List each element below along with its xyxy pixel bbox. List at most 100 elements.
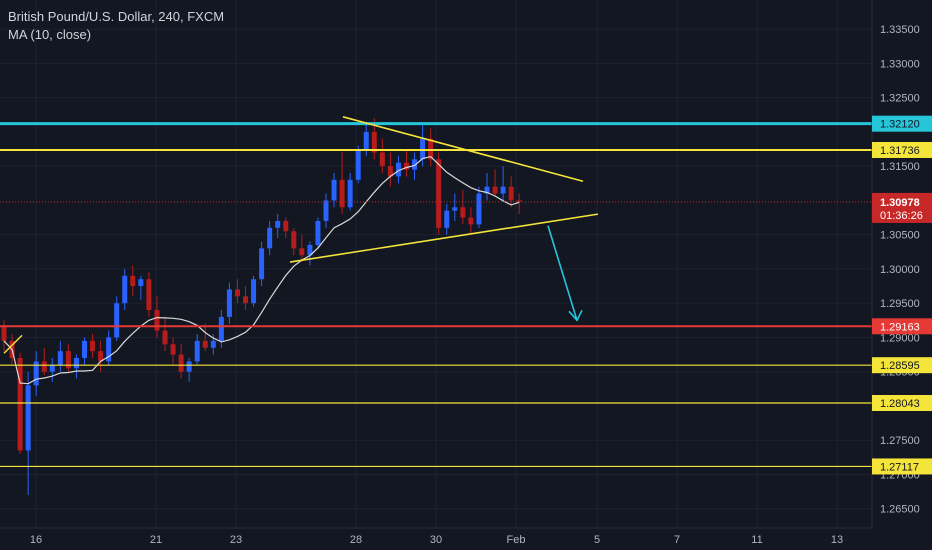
candle-body <box>90 340 96 352</box>
candle-body <box>299 248 305 256</box>
forecast-arrow[interactable] <box>547 225 578 321</box>
candle-body <box>218 316 224 341</box>
level-price-label: 1.31736 <box>880 145 920 157</box>
countdown-label: 01:36:26 <box>880 210 923 222</box>
candle-body <box>226 289 232 317</box>
candle-body <box>122 275 128 304</box>
candle-body <box>500 186 506 194</box>
candle-body <box>1 326 7 341</box>
level-price-label: 1.27117 <box>880 461 919 473</box>
level-price-tag <box>872 395 932 412</box>
moving-average-line <box>3 155 520 385</box>
level-price-tag <box>872 357 932 374</box>
candle-body <box>468 217 474 225</box>
candle-body <box>387 166 393 177</box>
y-tick-label: 1.27500 <box>880 435 920 447</box>
candle-body <box>476 193 482 225</box>
candle-body <box>82 340 87 358</box>
candle-body <box>65 351 71 369</box>
y-tick-label: 1.30000 <box>880 264 920 276</box>
candle-body <box>73 357 79 369</box>
candle-body <box>186 361 192 372</box>
upper-trendline[interactable] <box>342 116 584 183</box>
candle-body <box>130 275 136 287</box>
candle-body <box>347 179 353 208</box>
candle-body <box>484 186 490 194</box>
candle-body <box>452 207 458 211</box>
x-tick-label[interactable]: 5 <box>594 534 600 546</box>
level-price-tag <box>872 141 932 158</box>
level-price-label: 1.28043 <box>880 398 920 410</box>
candle-body <box>436 159 442 228</box>
candle-body <box>516 200 522 202</box>
candle-body <box>355 149 361 180</box>
indicator-label[interactable]: MA (10, close) <box>8 27 92 42</box>
x-tick-label[interactable]: 16 <box>30 534 42 546</box>
candle-body <box>170 344 176 355</box>
candle-body <box>323 200 329 221</box>
level-price-label: 1.28595 <box>880 360 920 372</box>
current-price-label: 1.30978 <box>880 197 920 209</box>
y-tick-label: 1.31500 <box>880 161 920 173</box>
candle-body <box>460 207 466 218</box>
candle-body <box>49 364 55 372</box>
candle-body <box>315 220 321 245</box>
candle-body <box>234 289 240 297</box>
candle-body <box>154 310 160 331</box>
candle-body <box>25 385 31 451</box>
candle-body <box>379 152 385 167</box>
candle-body <box>98 351 104 362</box>
candle-body <box>291 231 297 249</box>
price-axis[interactable] <box>872 0 932 550</box>
candle-body <box>162 330 168 345</box>
candle-body <box>331 179 337 201</box>
x-tick-label[interactable]: 30 <box>430 534 442 546</box>
candle-body <box>194 340 200 362</box>
y-tick-label: 1.33000 <box>880 58 920 70</box>
candle-body <box>492 186 498 194</box>
candle-body <box>138 279 144 287</box>
x-tick-label[interactable]: Feb <box>507 534 526 546</box>
y-tick-label: 1.26500 <box>880 504 920 516</box>
candle-body <box>57 351 63 365</box>
candle-body <box>267 227 273 249</box>
candle-body <box>508 186 514 201</box>
candle-body <box>251 279 257 304</box>
candle-body <box>41 361 47 372</box>
x-tick-label[interactable]: 21 <box>150 534 162 546</box>
candle-body <box>243 296 248 304</box>
candle-body <box>106 337 112 362</box>
candle-body <box>114 303 120 338</box>
y-tick-label: 1.32500 <box>880 93 920 105</box>
forecast-arrow-head[interactable] <box>568 309 583 322</box>
small-trendline[interactable] <box>3 334 23 354</box>
level-price-tag <box>872 115 932 132</box>
candle-body <box>412 159 418 170</box>
lower-trendline[interactable] <box>289 213 599 263</box>
candle-body <box>307 244 313 256</box>
candle-body <box>146 279 152 311</box>
candle-body <box>283 220 289 232</box>
candle-body <box>371 131 377 153</box>
candle-body <box>17 357 23 451</box>
level-price-label: 1.29163 <box>880 321 920 333</box>
candle-body <box>363 131 369 150</box>
candle-body <box>259 248 265 280</box>
x-tick-label[interactable]: 11 <box>751 534 762 546</box>
candle-body <box>33 361 39 386</box>
current-price-tag <box>872 192 932 223</box>
chart-legend: British Pound/U.S. Dollar, 240, FXCM MA … <box>8 8 224 44</box>
candle-body <box>395 162 401 177</box>
level-price-label: 1.32120 <box>880 119 920 131</box>
x-tick-label[interactable]: 13 <box>831 534 843 546</box>
candle-body <box>202 340 208 348</box>
y-tick-label: 1.30500 <box>880 230 920 242</box>
x-tick-label[interactable]: 23 <box>230 534 242 546</box>
x-tick-label[interactable]: 28 <box>350 534 362 546</box>
level-price-tag <box>872 318 932 335</box>
x-tick-label[interactable]: 7 <box>674 534 680 546</box>
level-price-tag <box>872 458 932 475</box>
candle-body <box>339 179 345 208</box>
symbol-title[interactable]: British Pound/U.S. Dollar, 240, FXCM <box>8 9 225 24</box>
